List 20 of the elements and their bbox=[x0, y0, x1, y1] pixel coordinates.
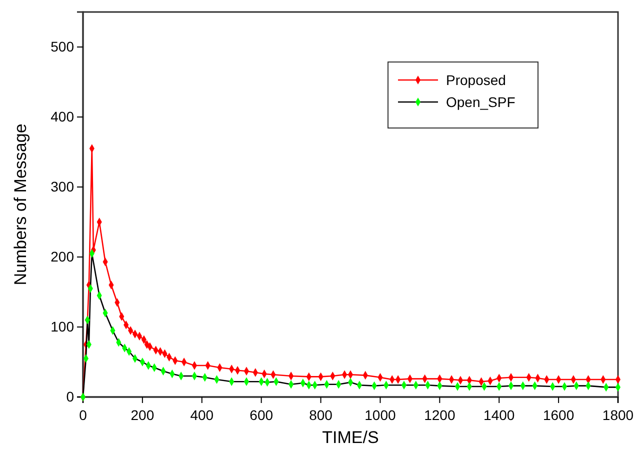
y-axis-title: Numbers of Message bbox=[11, 124, 30, 286]
y-tick-label: 400 bbox=[50, 108, 74, 124]
x-tick-label: 1000 bbox=[364, 407, 396, 423]
x-tick-label: 200 bbox=[130, 407, 154, 423]
x-tick-label: 1200 bbox=[424, 407, 456, 423]
x-tick-label: 400 bbox=[190, 407, 214, 423]
x-tick-label: 0 bbox=[79, 407, 88, 423]
y-tick-label: 300 bbox=[50, 178, 74, 194]
legend-label: Open_SPF bbox=[446, 94, 516, 110]
y-tick-label: 0 bbox=[66, 388, 74, 404]
y-tick-label: 500 bbox=[50, 38, 74, 54]
y-tick-label: 100 bbox=[50, 318, 74, 334]
x-tick-label: 1400 bbox=[484, 407, 515, 423]
x-tick-label: 1800 bbox=[602, 407, 634, 423]
y-tick-label: 200 bbox=[50, 248, 74, 264]
x-tick-label: 1600 bbox=[542, 407, 574, 423]
x-tick-label: 800 bbox=[309, 407, 333, 423]
legend-label: Proposed bbox=[446, 72, 506, 88]
x-axis-title: TIME/S bbox=[322, 428, 379, 447]
x-tick-label: 600 bbox=[250, 407, 274, 423]
